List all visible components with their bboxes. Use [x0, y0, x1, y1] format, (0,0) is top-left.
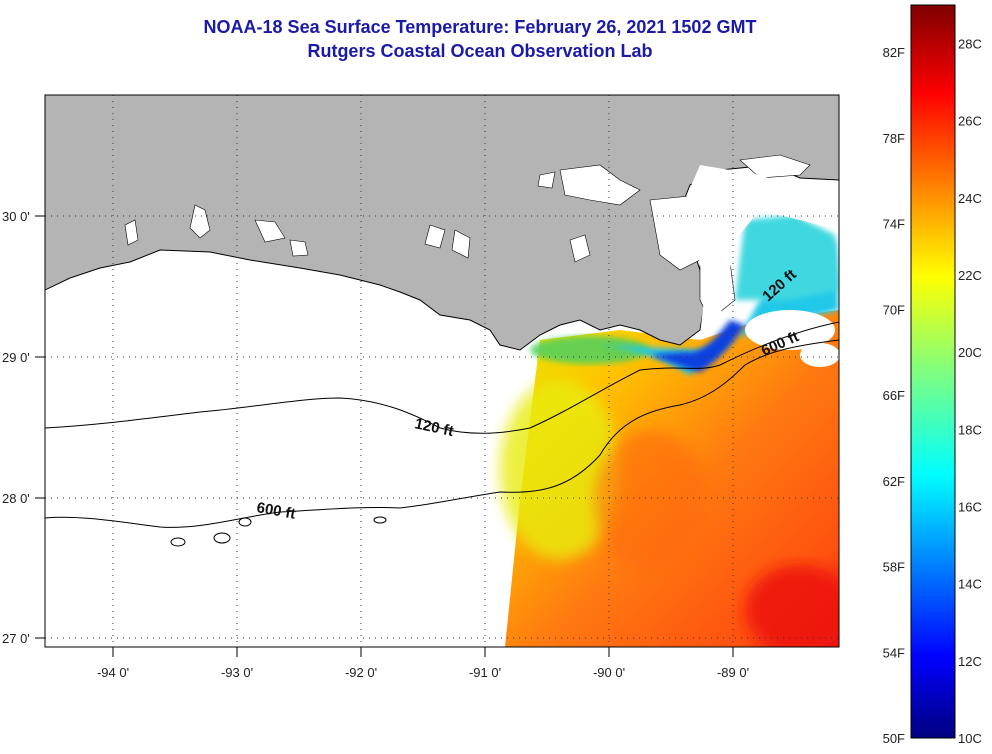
map-title: NOAA-18 Sea Surface Temperature: Februar… — [203, 17, 757, 37]
sst-swath — [500, 215, 839, 647]
lon-label: -91 0' — [469, 665, 501, 680]
latitude-labels: 30 0' 29 0' 28 0' 27 0' — [2, 209, 30, 646]
graticule — [45, 95, 839, 647]
map-subtitle: Rutgers Coastal Ocean Observation Lab — [307, 41, 653, 61]
colorbar — [910, 4, 956, 739]
colorbar-labels: 28C 26C 24C 22C 20C 18C 16C 14C 12C 10C 82F 78F 74F 7… — [883, 37, 982, 746]
colorbar-celsius-label: 26C — [958, 114, 982, 129]
bathymetry-contours — [45, 321, 839, 547]
colorbar-fahrenheit-label: 70F — [883, 302, 905, 317]
colorbar-fahrenheit-label: 74F — [883, 217, 905, 232]
map-border — [44, 94, 840, 648]
colorbar-celsius-label: 18C — [958, 422, 982, 437]
colorbar-fahrenheit-label: 50F — [883, 731, 905, 746]
colorbar-celsius-label: 28C — [958, 37, 982, 52]
colorbar-fahrenheit-label: 66F — [883, 388, 905, 403]
colorbar-celsius-label: 14C — [958, 577, 982, 592]
colorbar-celsius-label: 20C — [958, 345, 982, 360]
colorbar-fahrenheit-label: 62F — [883, 474, 905, 489]
colorbar-celsius-label: 16C — [958, 500, 982, 515]
lat-label: 28 0' — [2, 491, 30, 506]
lat-label: 29 0' — [2, 350, 30, 365]
lon-label: -90 0' — [593, 665, 625, 680]
lon-label: -89 0' — [717, 665, 749, 680]
lon-label: -93 0' — [221, 665, 253, 680]
colorbar-celsius-label: 12C — [958, 654, 982, 669]
lon-label: -92 0' — [345, 665, 377, 680]
frame-ticks — [35, 215, 734, 657]
colorbar-fahrenheit-label: 78F — [883, 131, 905, 146]
lat-label: 30 0' — [2, 209, 30, 224]
cloud-cover — [685, 165, 839, 335]
colorbar-celsius-label: 24C — [958, 191, 982, 206]
land-mass — [45, 95, 839, 351]
colorbar-fahrenheit-label: 58F — [883, 560, 905, 575]
colorbar-celsius-label: 10C — [958, 731, 982, 746]
lat-label: 27 0' — [2, 631, 30, 646]
longitude-labels: -94 0' -93 0' -92 0' -91 0' -90 0' -89 0… — [97, 665, 749, 680]
colorbar-fahrenheit-label: 82F — [883, 45, 905, 60]
lon-label: -94 0' — [97, 665, 129, 680]
colorbar-celsius-label: 22C — [958, 268, 982, 283]
colorbar-fahrenheit-label: 54F — [883, 645, 905, 660]
contour-label-600-west: 600 ft — [255, 499, 297, 523]
